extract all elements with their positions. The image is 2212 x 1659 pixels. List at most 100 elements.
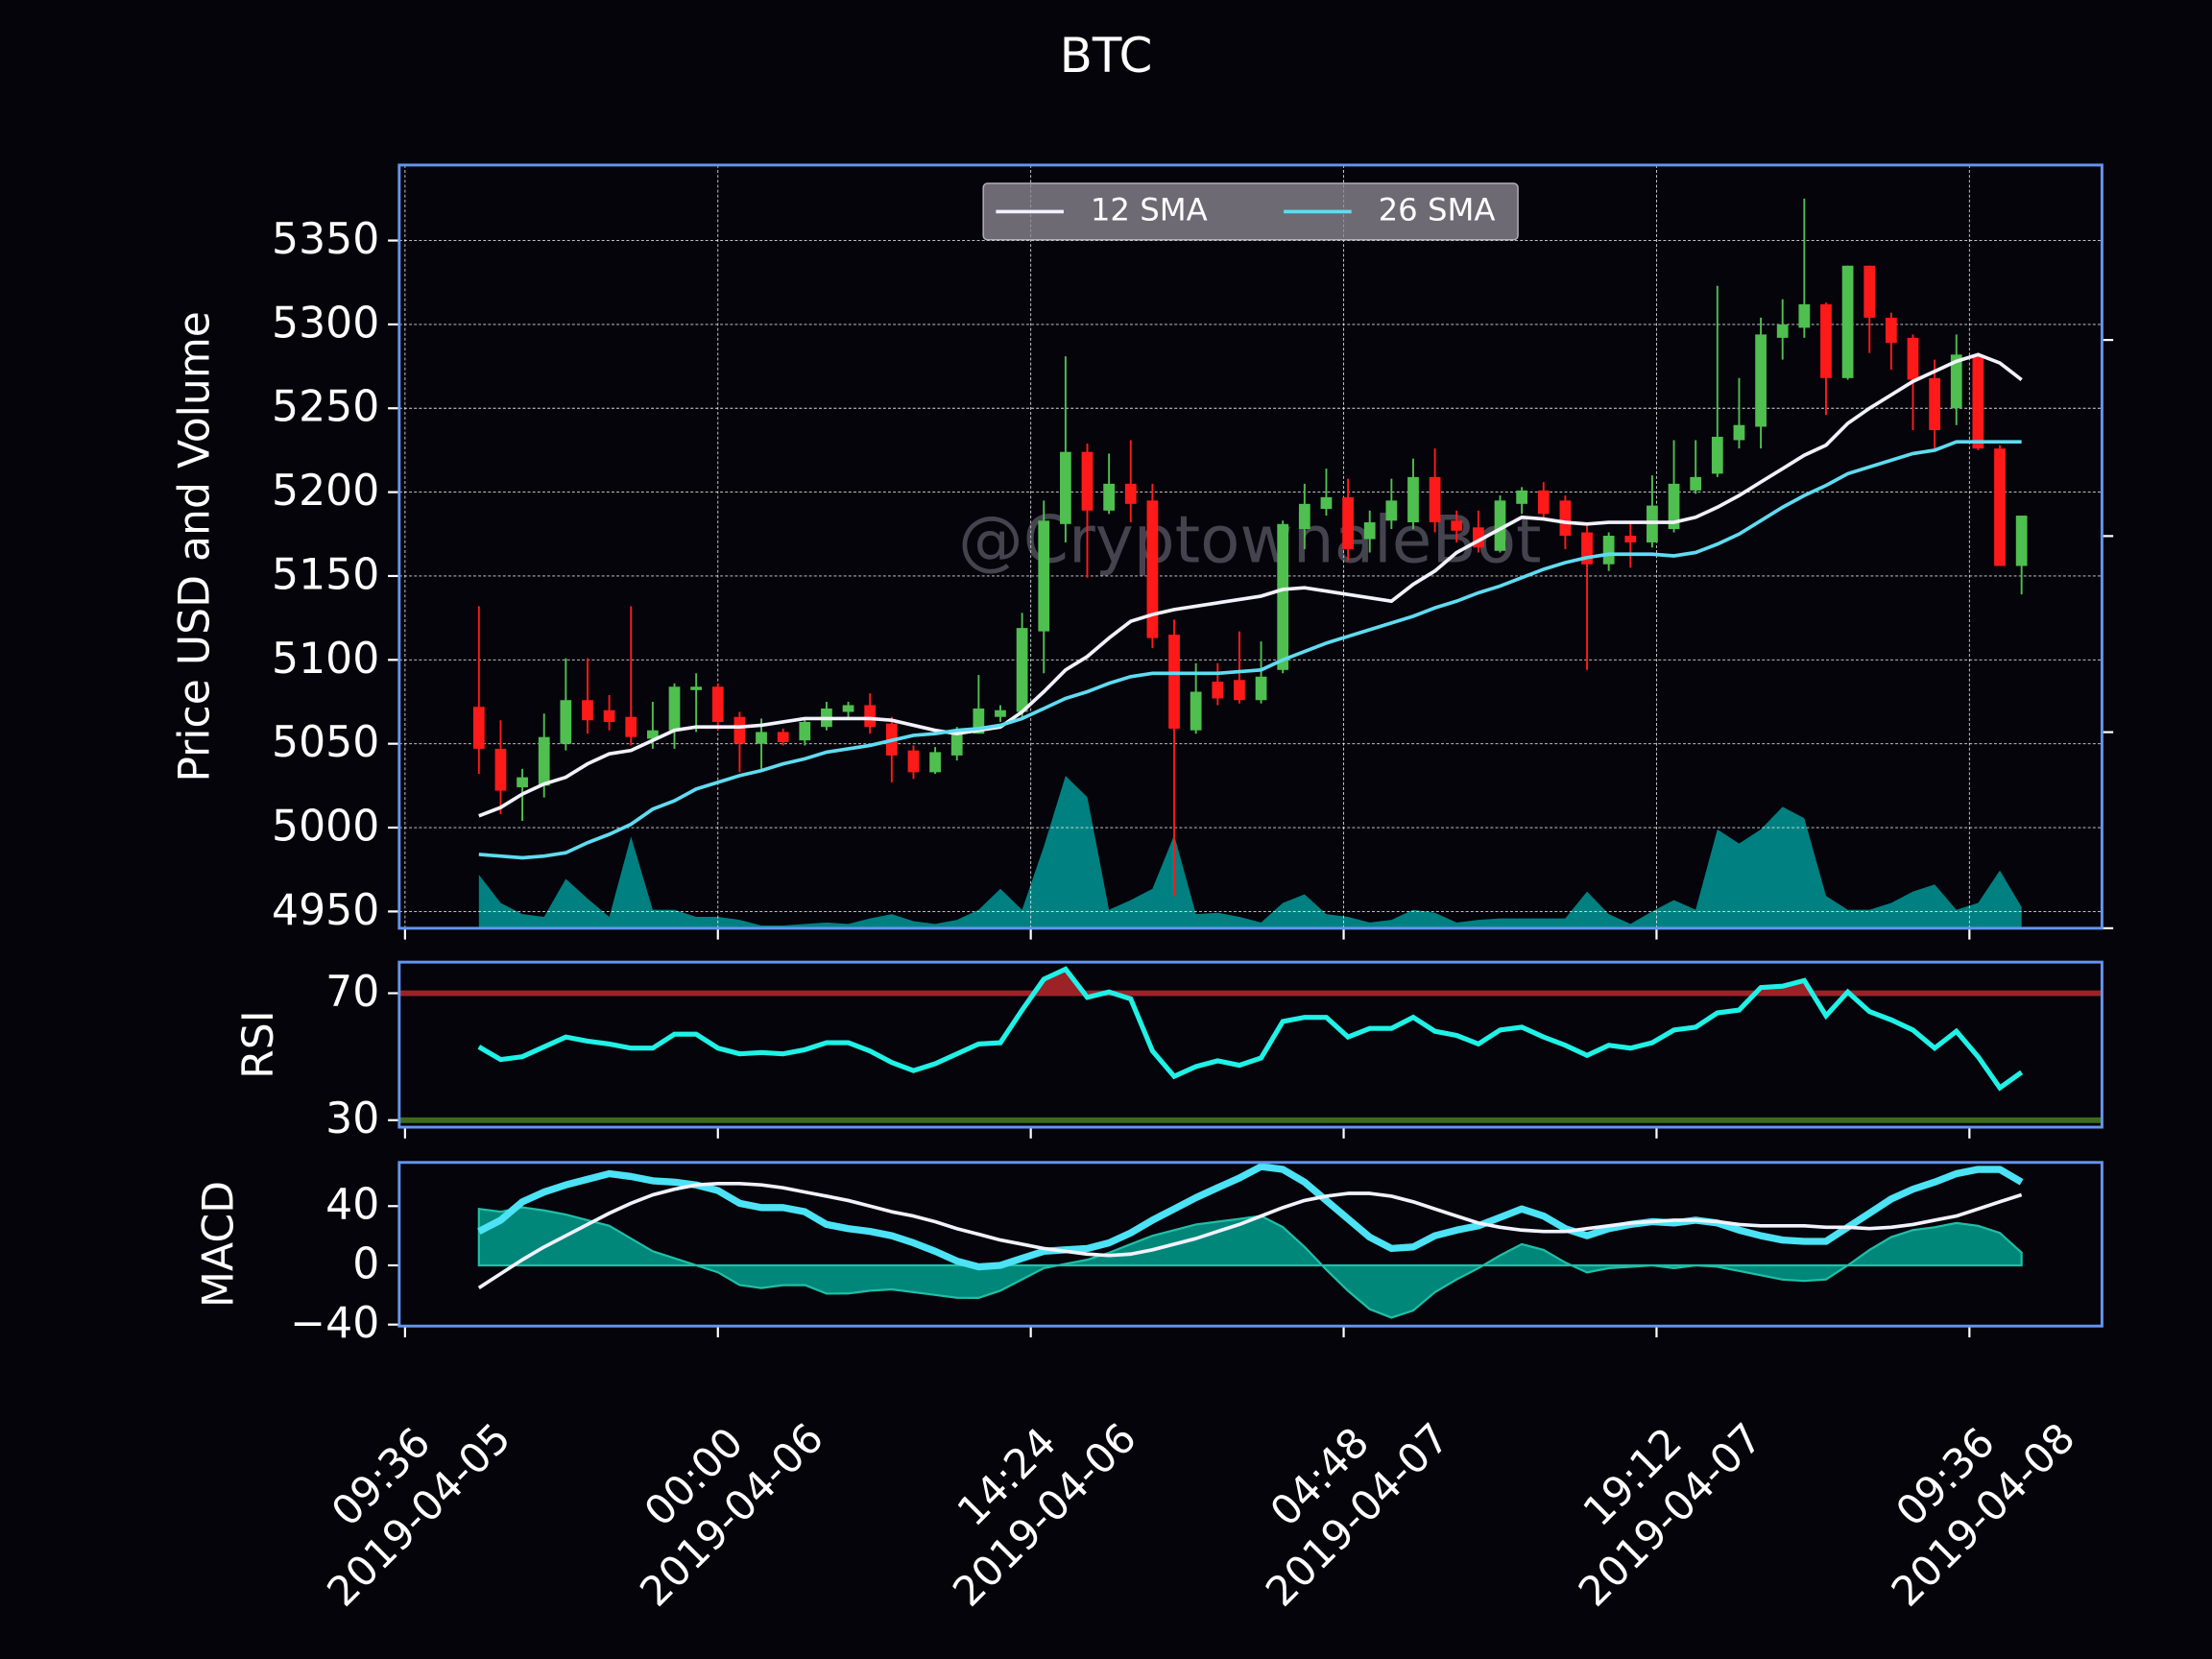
candle-body <box>1342 496 1354 550</box>
candle-body <box>1711 436 1723 474</box>
candle-body <box>1277 523 1289 670</box>
candle-body <box>1755 334 1767 427</box>
candle-body <box>1602 536 1615 565</box>
candle-body <box>1863 265 1876 318</box>
candle-body <box>929 752 941 773</box>
candle-body <box>603 709 615 722</box>
candle-body <box>1320 496 1333 510</box>
candle-body <box>995 709 1006 717</box>
series-line <box>477 1181 2023 1289</box>
candle-body <box>1124 483 1137 504</box>
candle-body <box>1733 424 1745 441</box>
candle-body <box>517 777 528 788</box>
candle-body <box>1668 483 1680 530</box>
candle-body <box>1929 377 1941 430</box>
candle-body <box>1146 500 1159 638</box>
candle-body <box>1798 303 1811 328</box>
axes-frame <box>397 163 2104 930</box>
y-tick-label: 5050 <box>272 718 379 767</box>
y-tick-label: 5150 <box>272 550 379 599</box>
candle-body <box>842 705 854 712</box>
y-axis-label: RSI <box>234 1010 283 1079</box>
candle-body <box>864 705 877 728</box>
candle-body <box>2015 516 2028 566</box>
candle-body <box>950 730 963 756</box>
candle-body <box>668 686 681 731</box>
candle-body <box>1059 451 1071 524</box>
y-tick-label: 70 <box>325 968 379 1017</box>
candle-body <box>582 700 593 721</box>
candle-body <box>1103 483 1116 511</box>
y-tick-label: 5100 <box>272 635 379 684</box>
candle-body <box>756 732 767 744</box>
y-tick-label: −40 <box>290 1299 379 1348</box>
legend-label: 12 SMA <box>1091 191 1208 228</box>
candle-body <box>777 732 789 742</box>
candle-body <box>1429 476 1441 523</box>
axes-frame <box>397 1161 2104 1328</box>
y-axis-label: MACD <box>195 1181 244 1308</box>
candle-body <box>1255 676 1267 701</box>
candle-body <box>1190 691 1202 731</box>
candle-body <box>1298 503 1310 530</box>
candle-body <box>1407 476 1419 523</box>
y-axis-label: Price USD and Volume <box>171 311 220 782</box>
candle-body <box>973 708 985 734</box>
candle-body <box>625 716 637 737</box>
candle-body <box>1907 337 1919 380</box>
candle-body <box>1537 490 1550 515</box>
candle-body <box>1472 527 1484 548</box>
series-line <box>477 1163 2024 1271</box>
candle-body <box>711 686 724 722</box>
candle-body <box>1363 522 1376 540</box>
y-tick-label: 5200 <box>272 467 379 516</box>
y-tick-label: 5000 <box>272 802 379 851</box>
candle-body <box>1081 451 1094 511</box>
legend-label: 26 SMA <box>1379 191 1496 228</box>
legend-box <box>982 182 1519 241</box>
candle-body <box>690 686 703 690</box>
candle-body <box>494 748 507 791</box>
candle-body <box>1950 354 1962 409</box>
y-tick-label: 5350 <box>272 215 379 264</box>
y-tick-label: 40 <box>325 1181 379 1230</box>
candle-body <box>1690 476 1702 491</box>
y-tick-label: 5300 <box>272 299 379 348</box>
candle-body <box>1624 536 1637 543</box>
candle-body <box>1451 520 1463 531</box>
volume-area <box>478 776 2022 928</box>
y-tick-label: 5250 <box>272 383 379 432</box>
candle-body <box>1841 265 1854 378</box>
candle-body <box>1038 520 1050 632</box>
candle-body <box>1885 317 1897 344</box>
candle-body <box>1212 682 1224 699</box>
candle-body <box>1168 635 1180 729</box>
plot-area <box>398 966 2103 1123</box>
rsi-line <box>477 966 2024 1092</box>
candle-body <box>1776 324 1789 338</box>
candle-body <box>538 736 550 786</box>
candle-body <box>1385 500 1398 521</box>
chart-title: BTC <box>1060 28 1153 84</box>
axes-frame <box>397 960 2104 1129</box>
candle-body <box>1234 680 1245 701</box>
sma-line <box>478 440 2022 860</box>
candle-body <box>733 716 746 744</box>
y-tick-label: 30 <box>325 1094 379 1143</box>
candle-body <box>1972 356 1984 449</box>
candle-body <box>1016 628 1028 712</box>
candle-body <box>1994 448 2006 566</box>
candle-body <box>472 707 485 749</box>
candle-body <box>560 700 572 744</box>
candle-body <box>907 750 920 773</box>
y-tick-label: 4950 <box>272 886 379 935</box>
y-tick-label: 0 <box>352 1239 379 1288</box>
sma-line <box>478 352 2023 818</box>
candle-body <box>799 721 811 741</box>
candle-body <box>1581 532 1593 565</box>
candle-body <box>1516 490 1528 504</box>
candle-body <box>1494 500 1506 551</box>
candle-body <box>1820 303 1832 378</box>
